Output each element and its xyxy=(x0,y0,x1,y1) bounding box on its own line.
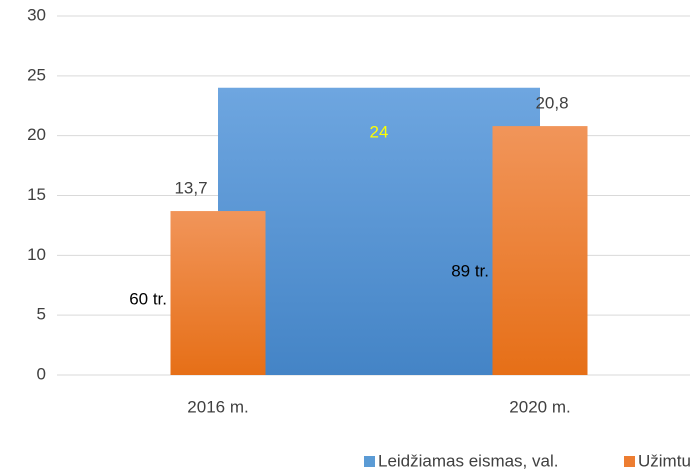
legend-label: Užimtumas, val. xyxy=(638,451,692,470)
annotation: 89 tr. xyxy=(451,261,489,280)
bar xyxy=(170,211,266,375)
y-tick-label: 25 xyxy=(27,65,46,84)
legend-label: Leidžiamas eismas, val. xyxy=(378,451,558,470)
y-tick-label: 20 xyxy=(27,125,46,144)
bar xyxy=(492,126,588,376)
legend-swatch xyxy=(364,456,375,467)
y-tick-label: 15 xyxy=(27,185,46,204)
data-label: 24 xyxy=(370,122,389,141)
y-tick-label: 30 xyxy=(27,5,46,24)
x-tick-label: 2016 m. xyxy=(187,397,248,416)
legend-swatch xyxy=(624,456,635,467)
data-label: 20,8 xyxy=(535,94,568,113)
y-tick-label: 10 xyxy=(27,245,46,264)
y-tick-label: 5 xyxy=(37,305,46,324)
y-tick-label: 0 xyxy=(37,364,46,383)
area xyxy=(218,87,540,376)
data-label: 13,7 xyxy=(174,179,207,198)
annotation: 60 tr. xyxy=(129,289,167,308)
x-tick-label: 2020 m. xyxy=(509,397,570,416)
